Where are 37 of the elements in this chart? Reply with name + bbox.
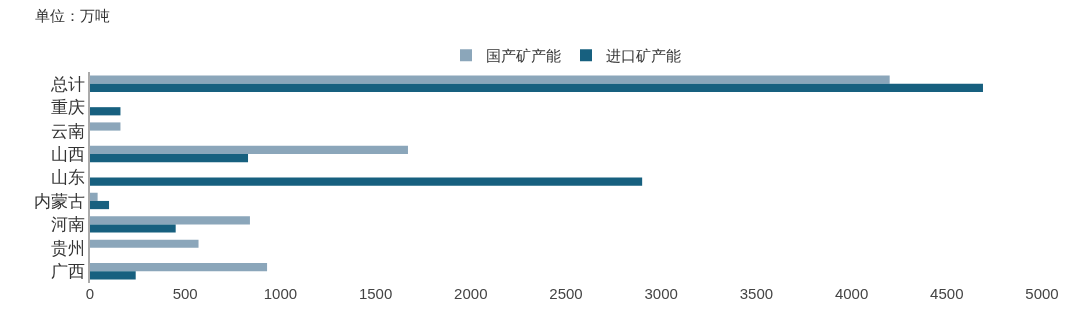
legend-label: 国产矿产能 [486, 47, 561, 65]
bar [90, 271, 136, 280]
y-tick-label: 河南 [50, 215, 85, 235]
y-tick-label: 云南 [50, 121, 85, 141]
x-tick-label: 4500 [930, 285, 964, 302]
x-tick-label: 500 [172, 285, 198, 302]
y-tick-label: 山西 [50, 145, 85, 165]
y-tick-label: 广西 [50, 262, 85, 282]
bar [90, 263, 268, 272]
y-tick-label: 贵州 [50, 238, 85, 258]
x-tick-label: 2500 [549, 285, 583, 302]
y-tick-label: 山东 [50, 168, 85, 188]
x-tick-label: 1000 [263, 285, 298, 302]
bar [90, 83, 983, 92]
bar [90, 192, 98, 201]
y-tick-label: 重庆 [50, 98, 85, 118]
text: 单位：万吨 [35, 7, 110, 24]
bar [90, 145, 408, 155]
x-tick-label: 2000 [454, 285, 488, 302]
bar [90, 154, 249, 163]
bar [90, 200, 110, 210]
y-tick-label: 总计 [49, 74, 85, 94]
x-tick-label: 4000 [834, 285, 869, 302]
x-tick-label: 5000 [1025, 285, 1059, 302]
legend-label: 进口矿产能 [606, 47, 681, 65]
bar [90, 107, 121, 116]
bar [90, 75, 890, 84]
bar [90, 216, 250, 225]
bar [90, 122, 121, 131]
x-tick-label: 0 [85, 285, 95, 302]
x-tick-label: 3000 [644, 285, 678, 302]
bar [90, 177, 643, 186]
bar [90, 239, 199, 248]
x-tick-label: 1500 [358, 285, 393, 302]
y-tick-label: 内蒙古 [33, 191, 85, 211]
bar [90, 224, 176, 233]
x-tick-label: 3500 [739, 285, 774, 302]
